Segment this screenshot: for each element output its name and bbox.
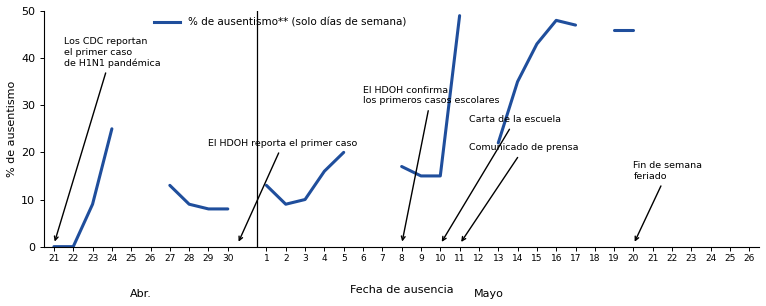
Text: Los CDC reportan
el primer caso
de H1N1 pandémica: Los CDC reportan el primer caso de H1N1 … [54, 37, 160, 240]
Text: Fin de semana
feriado: Fin de semana feriado [633, 161, 702, 241]
Y-axis label: % de ausentismo: % de ausentismo [7, 81, 17, 177]
Text: Abr.: Abr. [130, 289, 152, 299]
Text: El HDOH reporta el primer caso: El HDOH reporta el primer caso [208, 139, 358, 240]
Text: Carta de la escuela: Carta de la escuela [443, 115, 561, 241]
X-axis label: Fecha de ausencia: Fecha de ausencia [350, 285, 453, 295]
Text: Mayo: Mayo [473, 289, 503, 299]
Text: Comunicado de prensa: Comunicado de prensa [462, 144, 579, 241]
Text: El HDOH confirma
los primeros casos escolares: El HDOH confirma los primeros casos esco… [363, 86, 499, 240]
Legend: % de ausentismo** (solo días de semana): % de ausentismo** (solo días de semana) [149, 14, 411, 32]
